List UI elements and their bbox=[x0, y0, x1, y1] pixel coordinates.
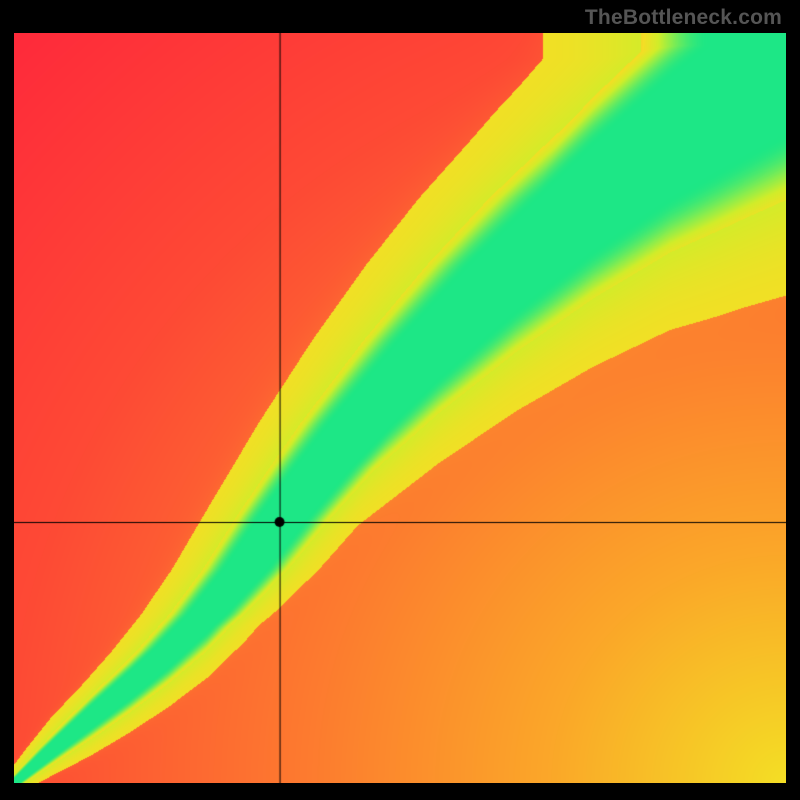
watermark-text: TheBottleneck.com bbox=[585, 6, 782, 30]
bottleneck-heatmap bbox=[14, 33, 786, 783]
